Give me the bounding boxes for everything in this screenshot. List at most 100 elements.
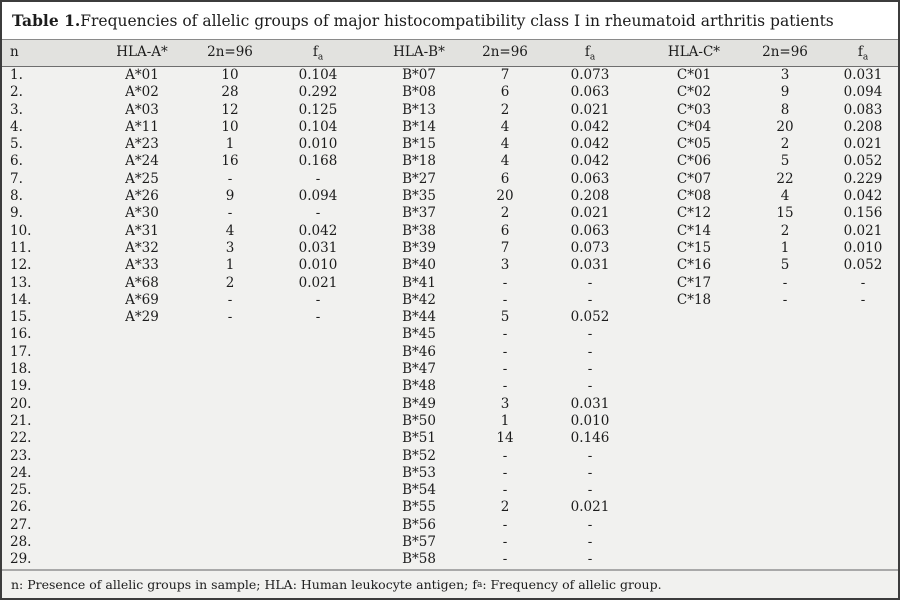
cell: 0.021 [843,222,883,239]
table-row: 7. A*25 - - B*27 6 0.063 C*07 22 0.229 [2,171,898,188]
cell [646,413,742,430]
cell: - [587,343,593,360]
cell: 0.083 [843,101,883,118]
cell [186,396,274,413]
cell: 0.031 [570,395,610,412]
cell: - [227,170,233,187]
cell: 0.031 [843,67,883,83]
cell: 0.168 [298,153,338,170]
cell [646,396,742,413]
cell [742,378,828,395]
cell: B*57 [402,534,436,551]
row-number: 19. [10,378,32,395]
cell [828,499,898,516]
cell [828,465,898,482]
cell: 9 [780,84,790,101]
cell: 10 [221,118,239,135]
cell: 1 [500,412,510,429]
cell [98,413,186,430]
cell: 0.073 [570,239,610,256]
cell [98,396,186,413]
cell: A*32 [125,239,159,256]
table-row: 3. A*03 12 0.125 B*13 2 0.021 C*03 8 0.083 [2,102,898,119]
cell: A*03 [125,101,159,118]
cell: B*07 [402,67,436,83]
cell: 3 [500,257,510,274]
cell: 6 [500,170,510,187]
cell: B*15 [402,136,436,153]
col-header-fa-a: fa [312,44,324,63]
cell [828,361,898,378]
cell: 9 [225,188,235,205]
cell: 0.010 [570,412,610,429]
table-title: Table 1. Frequencies of allelic groups o… [2,2,898,40]
table-row: 23. B*52 - - [2,448,898,465]
row-number: 18. [10,361,32,378]
cell: 8 [780,101,790,118]
cell: B*42 [402,291,436,308]
cell: - [587,464,593,481]
row-number: 8. [10,188,23,205]
cell: 0.063 [570,222,610,239]
cell: - [587,326,593,343]
cell: 0.052 [570,309,610,326]
row-number: 25. [10,482,32,499]
table-row: 1. A*01 10 0.104 B*07 7 0.073 C*01 3 0.031 [2,67,898,84]
cell [274,448,362,465]
cell: 16 [221,153,239,170]
row-number: 5. [10,136,23,153]
cell: B*49 [402,395,436,412]
cell [274,499,362,516]
column-header-row: n HLA-A* 2n=96 fa HLA-B* 2n=96 fa HLA-C* 2n=96 fa [2,40,898,67]
col-header-2n96-b: 2n=96 [482,44,528,60]
cell: 4 [225,222,235,239]
cell: A*02 [125,84,159,101]
cell: 4 [500,136,510,153]
cell [98,344,186,361]
cell: 6 [500,222,510,239]
table-row: 22. B*51 14 0.146 [2,430,898,447]
cell: B*39 [402,239,436,256]
cell: 2 [500,499,510,516]
cell [274,517,362,534]
cell [646,534,742,551]
cell: B*14 [402,118,436,135]
cell: 5 [780,153,790,170]
cell [742,361,828,378]
cell [98,448,186,465]
cell: B*37 [402,205,436,222]
cell: 0.104 [298,118,338,135]
cell [186,361,274,378]
cell: 0.021 [570,205,610,222]
cell [186,413,274,430]
cell: 1 [225,257,235,274]
table-row: 6. A*24 16 0.168 B*18 4 0.042 C*06 5 0.052 [2,153,898,170]
cell [828,378,898,395]
cell: 0.156 [843,205,883,222]
cell [186,448,274,465]
cell: B*40 [402,257,436,274]
cell [98,465,186,482]
row-number: 15. [10,309,32,326]
cell: B*41 [402,274,436,291]
cell: 0.125 [298,101,338,118]
cell [98,534,186,551]
cell: 0.021 [298,274,338,291]
cell: 6 [500,84,510,101]
cell: 2 [780,136,790,153]
cell: 0.021 [570,499,610,516]
table-row: 9. A*30 - - B*37 2 0.021 C*12 15 0.156 [2,205,898,222]
cell: B*27 [402,170,436,187]
table-row: 10. A*31 4 0.042 B*38 6 0.063 C*14 2 0.021 [2,223,898,240]
cell [742,517,828,534]
row-number: 2. [10,84,23,101]
table-row: 19. B*48 - - [2,378,898,395]
table-row: 11. A*32 3 0.031 B*39 7 0.073 C*15 1 0.010 [2,240,898,257]
cell: A*26 [125,188,159,205]
cell: 0.094 [843,84,883,101]
cell: B*53 [402,464,436,481]
cell: A*68 [125,274,159,291]
cell: 0.052 [843,257,883,274]
table-row: 16. B*45 - - [2,326,898,343]
cell: - [315,291,321,308]
